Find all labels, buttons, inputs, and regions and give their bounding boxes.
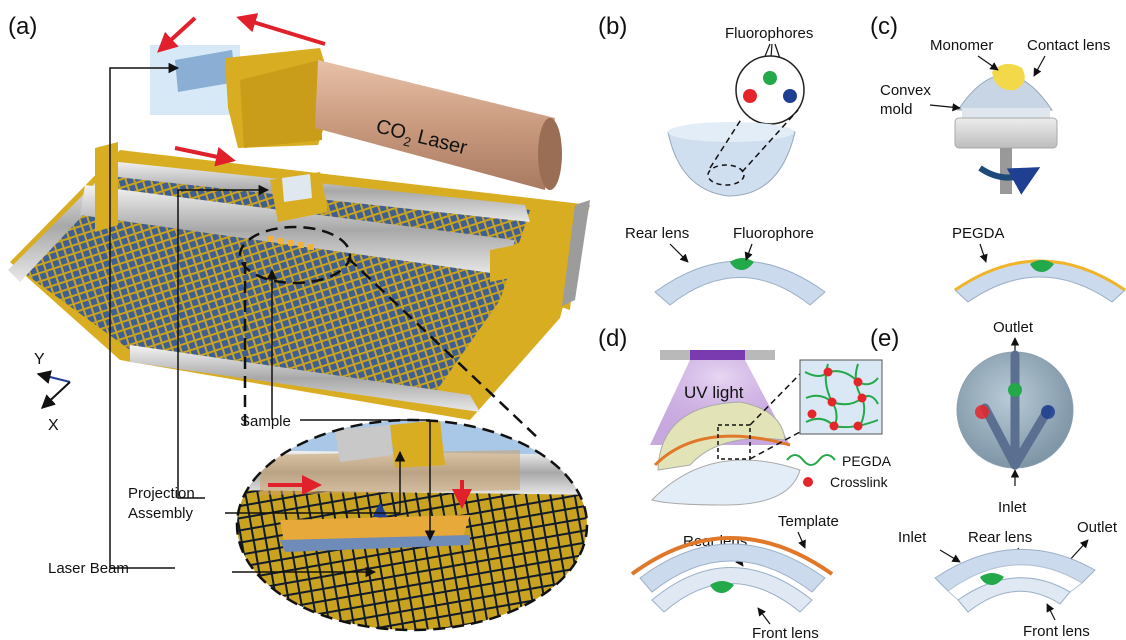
panel-b: (b) Fluorophores Rear lens Fluorophore	[598, 13, 826, 306]
zoom-view	[237, 420, 587, 630]
fluorophore-zoom-circle	[735, 55, 805, 125]
front-lens-section-d	[651, 567, 813, 613]
fluorophore-label-b: Fluorophore	[733, 225, 814, 242]
channel-blue-dot	[1041, 405, 1055, 419]
fluor-blue-dot	[783, 89, 797, 103]
fluorophore-d	[710, 581, 734, 593]
zoom-source-ellipse	[238, 225, 352, 285]
inlet-left-label: Inlet	[898, 529, 927, 546]
mold-arrow	[929, 103, 961, 112]
template-edge	[653, 434, 791, 467]
template-layer	[630, 536, 834, 576]
fluorophores-label: Fluorophores	[725, 25, 813, 42]
uv-lamp-tube	[690, 350, 745, 360]
convex-mold	[954, 117, 1058, 149]
gantry-left-support	[95, 142, 118, 232]
monomer-label: Monomer	[930, 37, 993, 54]
panel-c-label: (c)	[870, 13, 898, 40]
pegda-arrow-c	[979, 243, 988, 263]
fluorophore-c	[1030, 260, 1054, 272]
red-arrow-3	[174, 146, 236, 167]
convex-mold-label-2: mold	[880, 101, 913, 118]
crosslink-legend-dot	[803, 477, 813, 487]
template-arrow	[797, 531, 806, 549]
pegda-legend-line	[786, 454, 836, 466]
front-lens-arrow-e	[1046, 603, 1056, 621]
rotation-arrow-icon	[978, 165, 1041, 195]
fluor-red-dot	[743, 89, 757, 103]
front-lens-dome	[651, 459, 801, 506]
red-arrow-2	[236, 13, 326, 46]
convex-mold-label-1: Convex	[880, 82, 931, 99]
right-frame-edge	[562, 200, 590, 306]
inlet-mid-label: Inlet	[998, 499, 1027, 516]
projection-label-line1: Projection	[128, 485, 195, 502]
crosslink-legend-label: Crosslink	[830, 474, 889, 490]
sample-label: Sample	[240, 413, 291, 430]
carriage-window	[282, 174, 312, 202]
front-lens-arrow-d	[757, 607, 771, 625]
bottom-rail	[130, 345, 480, 412]
front-lens-label-d: Front lens	[752, 625, 819, 640]
contact-lens-label: Contact lens	[1027, 37, 1110, 54]
rear-lens-arrow-b	[669, 243, 689, 263]
panel-d: (d) UV light	[598, 325, 892, 640]
fluorophore-in-lens	[730, 258, 754, 270]
contact-lens-arrow	[1033, 55, 1046, 77]
monomer-blob	[992, 63, 1025, 91]
laser-tube-icon	[315, 60, 562, 190]
fluorophore-e	[980, 573, 1004, 585]
panel-e: (e) Outlet Inlet Inlet Rear lens Outlet …	[870, 319, 1118, 640]
inlet-left-arrow	[939, 549, 961, 563]
projection-label-line2: Assembly	[128, 505, 194, 522]
panel-c: (c) Monomer Contact lens Convex mold PEG…	[870, 13, 1126, 303]
pegda-label-c: PEGDA	[952, 225, 1005, 242]
panel-b-label: (b)	[598, 13, 627, 40]
bowl-zoom-line-2	[741, 109, 799, 173]
gantry-beam	[80, 185, 515, 275]
fluorophore-arrow-b	[744, 243, 753, 261]
network-zoom-box	[717, 424, 751, 460]
bowl-zoom-ellipse	[707, 164, 745, 186]
top-mirror-box	[175, 50, 236, 92]
uv-light-label: UV light	[684, 383, 744, 402]
front-lens-label-e: Front lens	[1023, 623, 1090, 640]
template-label: Template	[778, 513, 839, 530]
panel-a: (a) CO2 Laser	[8, 13, 590, 632]
axis-y-label: Y	[34, 351, 45, 368]
crosslink-network	[799, 359, 883, 435]
sample-spots	[268, 236, 314, 250]
gantry-right-support	[490, 244, 520, 282]
panel-e-label: (e)	[870, 325, 899, 352]
axis-x-label: X	[48, 417, 59, 434]
laser-beam-label: Laser Beam	[48, 560, 129, 577]
axis-indicator: Y X	[34, 351, 71, 434]
fluor-green-dot	[763, 71, 777, 85]
panel-a-label: (a)	[8, 13, 37, 40]
red-arrow-1	[157, 16, 197, 53]
bowl-rim	[668, 122, 794, 142]
laser-housing-front	[240, 60, 322, 148]
leader-lines-a	[109, 62, 436, 578]
outlet-right-label: Outlet	[1077, 519, 1118, 536]
channel-green-dot	[1008, 383, 1022, 397]
spin-shaft	[1000, 148, 1012, 194]
network-zoom-line-1	[749, 373, 801, 426]
pegda-legend-label: PEGDA	[842, 453, 892, 469]
microchannels	[980, 350, 1053, 470]
channel-red-dot	[975, 405, 989, 419]
outlet-top-label: Outlet	[993, 319, 1034, 336]
zoom-line-right	[347, 257, 541, 441]
rear-lens-section	[654, 260, 826, 306]
panel-d-label: (d)	[598, 325, 627, 352]
monomer-arrow	[977, 55, 999, 71]
rear-lens-label-e: Rear lens	[968, 529, 1032, 546]
rear-lens-section-d	[639, 543, 826, 593]
rear-lens-label-b: Rear lens	[625, 225, 689, 242]
